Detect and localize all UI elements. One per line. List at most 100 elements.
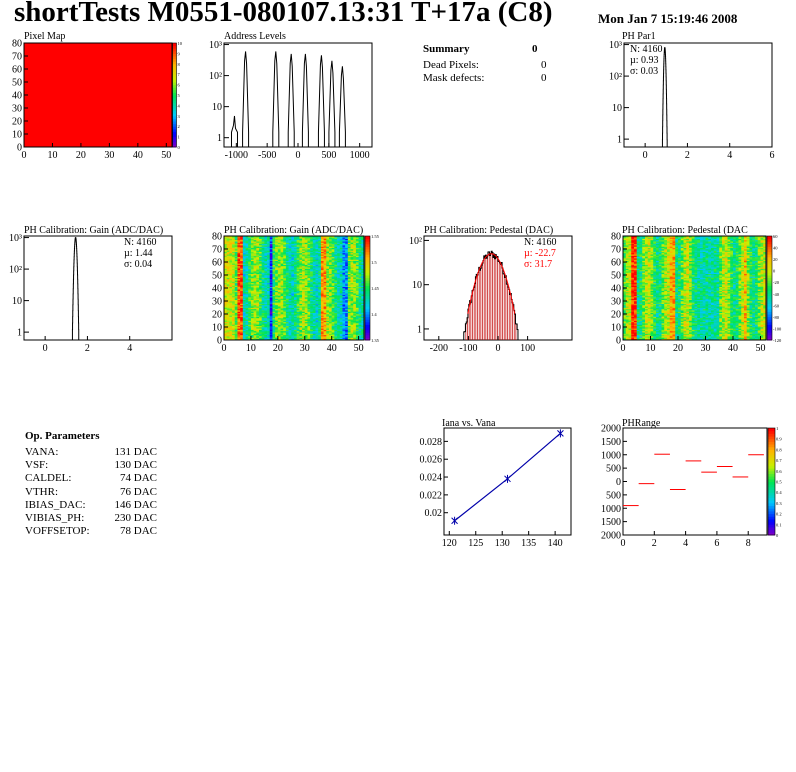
heatmap-cell bbox=[342, 311, 346, 313]
heatmap-cell bbox=[285, 329, 289, 332]
heatmap-cell bbox=[361, 267, 365, 269]
heatmap-cell bbox=[250, 310, 254, 312]
heatmap-cell bbox=[329, 294, 332, 297]
heatmap-cell bbox=[285, 264, 289, 267]
heatmap-cell bbox=[347, 239, 351, 242]
heatmap-cell bbox=[242, 272, 246, 274]
heatmap-cell bbox=[353, 323, 357, 325]
heatmap-cell bbox=[288, 324, 292, 326]
x-tick-label: 40 bbox=[327, 343, 337, 354]
heatmap-cell bbox=[628, 336, 632, 338]
heatmap-cell bbox=[234, 256, 238, 259]
heatmap-cell bbox=[310, 245, 314, 247]
heatmap-cell bbox=[272, 255, 276, 258]
heatmap-cell bbox=[259, 251, 262, 254]
heatmap-cell bbox=[250, 236, 254, 238]
heatmap-cell bbox=[253, 278, 257, 281]
heatmap-cell bbox=[315, 275, 319, 277]
heatmap-cell bbox=[350, 289, 354, 291]
heatmap-cell bbox=[294, 295, 297, 298]
heatmap-cell bbox=[232, 286, 236, 289]
heatmap-cell bbox=[353, 259, 357, 261]
heatmap-cell bbox=[315, 239, 319, 242]
heatmap-cell bbox=[275, 277, 279, 280]
heatmap-cell bbox=[253, 262, 257, 264]
heatmap-cell bbox=[310, 321, 314, 324]
heatmap-cell bbox=[315, 262, 319, 264]
heatmap-cell bbox=[331, 268, 335, 271]
heatmap-cell bbox=[636, 301, 640, 303]
heatmap-cell bbox=[339, 255, 343, 258]
heatmap-cell bbox=[358, 265, 362, 268]
heatmap-cell bbox=[294, 333, 297, 336]
heatmap-cell bbox=[261, 251, 265, 254]
heatmap-cell bbox=[361, 259, 365, 261]
heatmap-cell bbox=[353, 260, 357, 263]
heatmap-cell bbox=[296, 316, 300, 319]
heatmap-cell bbox=[350, 307, 354, 310]
heatmap-cell bbox=[269, 324, 273, 326]
heatmap-cell bbox=[339, 289, 343, 291]
heatmap-cell bbox=[261, 275, 265, 277]
heatmap-cell bbox=[280, 256, 284, 259]
heatmap-cell bbox=[256, 286, 260, 289]
palette-cell bbox=[172, 126, 177, 130]
palette-cell bbox=[172, 105, 177, 109]
heatmap-cell bbox=[623, 330, 627, 333]
heatmap-cell bbox=[307, 315, 311, 317]
heatmap-cell bbox=[224, 314, 227, 316]
heatmap-cell bbox=[296, 252, 300, 255]
heatmap-cell bbox=[296, 243, 300, 246]
heatmap-cell bbox=[232, 336, 236, 338]
heatmap-cell bbox=[355, 269, 359, 272]
heatmap-cell bbox=[345, 282, 349, 285]
heatmap-cell bbox=[342, 308, 346, 311]
heatmap-cell bbox=[318, 333, 322, 336]
heatmap-cell bbox=[307, 264, 311, 267]
heatmap-cell bbox=[634, 259, 638, 261]
heatmap-cell bbox=[331, 288, 335, 290]
heatmap-cell bbox=[280, 281, 284, 284]
heatmap-cell bbox=[283, 306, 287, 308]
heatmap-cell bbox=[353, 252, 357, 255]
heatmap-cell bbox=[240, 256, 244, 259]
heatmap-cell bbox=[329, 298, 332, 300]
heatmap-cell bbox=[342, 330, 346, 333]
heatmap-cell bbox=[307, 267, 311, 269]
heatmap-cell bbox=[331, 306, 335, 308]
op-param-value: 131 DAC bbox=[114, 446, 157, 458]
heatmap-cell bbox=[310, 285, 314, 287]
heatmap-cell bbox=[361, 319, 365, 321]
heatmap-cell bbox=[267, 330, 271, 333]
heatmap-cell bbox=[342, 290, 346, 293]
heatmap-cell bbox=[269, 252, 273, 255]
y-tick-label: 10² bbox=[609, 72, 622, 83]
heatmap-cell bbox=[636, 245, 640, 247]
heatmap-cell bbox=[337, 277, 341, 280]
heatmap-cell bbox=[302, 236, 306, 238]
heatmap-cell bbox=[304, 307, 308, 310]
heatmap-cell bbox=[229, 289, 233, 291]
heatmap-cell bbox=[361, 278, 365, 281]
heatmap-cell bbox=[291, 241, 295, 243]
heatmap-cell bbox=[261, 297, 265, 299]
heatmap-cell bbox=[625, 242, 629, 245]
heatmap-cell bbox=[358, 277, 362, 280]
heatmap-cell bbox=[269, 268, 273, 271]
heatmap-cell bbox=[226, 334, 230, 337]
heatmap-cell bbox=[307, 337, 311, 339]
heatmap-cell bbox=[277, 271, 281, 273]
heatmap-cell bbox=[318, 258, 322, 260]
heatmap-cell bbox=[636, 293, 640, 295]
heatmap-cell bbox=[291, 249, 295, 251]
heatmap-cell bbox=[625, 271, 629, 273]
heatmap-cell bbox=[320, 255, 324, 258]
palette-cell bbox=[365, 327, 370, 331]
heatmap-cell bbox=[299, 249, 303, 251]
heatmap-cell bbox=[639, 320, 643, 323]
heatmap-cell bbox=[318, 281, 322, 284]
heatmap-cell bbox=[299, 311, 303, 313]
heatmap-cell bbox=[250, 294, 254, 297]
heatmap-cell bbox=[267, 333, 271, 336]
heatmap-cell bbox=[291, 328, 295, 330]
